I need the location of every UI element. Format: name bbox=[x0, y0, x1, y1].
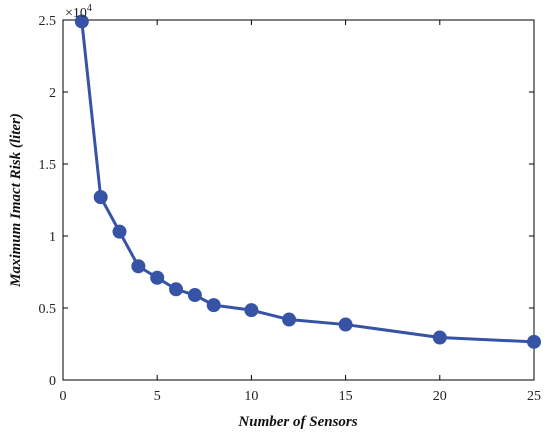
axis-ticks bbox=[62, 19, 535, 381]
data-point bbox=[282, 312, 297, 327]
data-point bbox=[206, 298, 221, 313]
y-tick-label: 0.5 bbox=[39, 302, 57, 317]
x-tick-label: 25 bbox=[527, 389, 541, 404]
data-point bbox=[74, 14, 89, 29]
data-point bbox=[169, 282, 184, 297]
data-series bbox=[74, 14, 541, 349]
y-tick-label: 2 bbox=[49, 86, 56, 101]
x-tick-label: 10 bbox=[244, 389, 258, 404]
data-point bbox=[244, 303, 259, 318]
y-axis-label: Maximum Imact Risk (liter) bbox=[8, 113, 24, 288]
data-point bbox=[131, 259, 146, 274]
x-tick-label: 15 bbox=[339, 389, 353, 404]
data-point bbox=[93, 190, 108, 205]
x-tick-label: 0 bbox=[60, 389, 67, 404]
x-axis-label: Number of Sensors bbox=[237, 414, 357, 430]
plot-area bbox=[62, 19, 535, 381]
y-tick-label: 2.5 bbox=[39, 14, 57, 29]
y-tick-label: 1.5 bbox=[39, 158, 57, 173]
y-multiplier-exponent: 4 bbox=[87, 3, 92, 14]
data-point bbox=[112, 224, 127, 239]
data-point bbox=[527, 334, 541, 349]
x-tick-label: 5 bbox=[154, 389, 161, 404]
data-point bbox=[187, 288, 202, 303]
data-point bbox=[432, 330, 447, 345]
y-multiplier-label: ×104 bbox=[65, 3, 92, 21]
x-tick-label: 20 bbox=[433, 389, 447, 404]
y-tick-label: 0 bbox=[49, 374, 56, 389]
tick-labels: 0 5 10 15 20 25 0 0.5 1 1.5 2 2.5 bbox=[39, 14, 542, 404]
data-point bbox=[338, 317, 353, 332]
data-point bbox=[150, 270, 165, 285]
y-tick-label: 1 bbox=[49, 230, 56, 245]
